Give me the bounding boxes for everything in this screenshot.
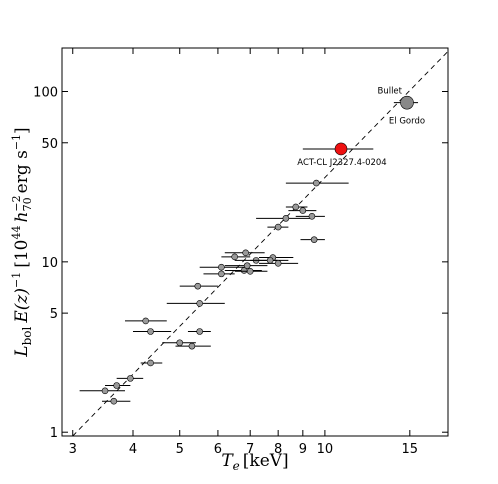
data-point	[308, 213, 316, 220]
data-point	[142, 317, 149, 325]
data-point	[274, 260, 282, 267]
data-point	[218, 263, 225, 271]
y-tick-label: 1	[50, 426, 58, 441]
x-tick-label: 5	[176, 442, 184, 457]
y-axis-label: LbolE(z)−1[1044h−270erg s−1]	[10, 127, 34, 357]
data-points: Bullet El Gordo ACT-CL J2327.4-0204	[79, 87, 425, 405]
x-axis-ticks: 3 4 5 6 7 8 9 10 15	[69, 48, 418, 457]
data-point	[243, 262, 251, 269]
x-tick-label: 4	[129, 442, 137, 457]
label-highlight: ACT-CL J2327.4-0204	[297, 158, 386, 168]
y-tick-label: 100	[33, 85, 58, 100]
data-point	[282, 215, 290, 222]
data-point	[188, 342, 196, 350]
data-point	[231, 253, 238, 261]
data-point	[147, 359, 154, 367]
data-point	[299, 207, 307, 214]
data-point-highlight	[334, 142, 348, 156]
x-tick-label: 10	[317, 442, 334, 457]
x-tick-label: 3	[69, 442, 77, 457]
data-point	[310, 236, 318, 243]
x-tick-label: 7	[246, 442, 254, 457]
data-point	[196, 328, 203, 335]
data-point	[127, 375, 134, 382]
label-bullet: Bullet	[377, 87, 402, 97]
data-point	[110, 397, 118, 405]
y-axis-ticks: 1 5 10 50 100	[33, 85, 448, 441]
data-point	[194, 282, 202, 290]
data-point	[147, 328, 154, 335]
data-point	[218, 270, 225, 278]
data-point	[266, 257, 274, 264]
data-point	[113, 382, 120, 389]
x-tick-label: 6	[214, 442, 222, 457]
data-point-bullet	[400, 95, 414, 110]
data-point	[313, 179, 320, 187]
y-tick-label: 50	[41, 137, 58, 152]
data-point	[101, 387, 109, 395]
x-axis-label: Te [keV]	[221, 451, 288, 473]
data-point	[246, 268, 254, 275]
y-tick-label: 5	[50, 307, 58, 322]
data-point	[292, 203, 300, 211]
data-point	[176, 339, 184, 347]
label-el-gordo: El Gordo	[389, 117, 425, 127]
data-point	[274, 223, 282, 231]
x-tick-label: 15	[402, 442, 419, 457]
x-tick-label: 9	[299, 442, 307, 457]
data-point	[242, 249, 249, 257]
x-tick-label: 8	[274, 442, 282, 457]
data-point	[196, 300, 203, 307]
plot-frame	[61, 47, 449, 437]
y-tick-label: 10	[41, 256, 58, 271]
